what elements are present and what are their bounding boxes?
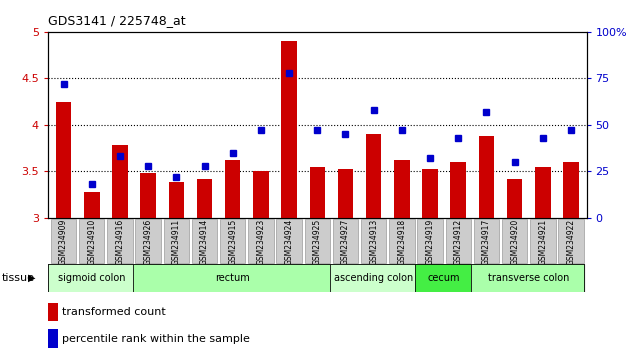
Bar bbox=[253, 171, 269, 218]
Text: GSM234917: GSM234917 bbox=[482, 219, 491, 266]
FancyBboxPatch shape bbox=[415, 264, 471, 292]
FancyBboxPatch shape bbox=[530, 219, 556, 263]
Text: GSM234914: GSM234914 bbox=[200, 219, 209, 266]
Text: GSM234922: GSM234922 bbox=[567, 219, 576, 265]
Bar bbox=[169, 182, 184, 218]
Text: ascending colon: ascending colon bbox=[334, 273, 413, 283]
Text: GSM234909: GSM234909 bbox=[59, 219, 68, 266]
Text: transformed count: transformed count bbox=[62, 307, 166, 317]
FancyBboxPatch shape bbox=[276, 219, 302, 263]
FancyBboxPatch shape bbox=[220, 219, 246, 263]
Bar bbox=[507, 179, 522, 218]
Bar bbox=[48, 303, 58, 321]
Bar bbox=[422, 170, 438, 218]
FancyBboxPatch shape bbox=[474, 219, 499, 263]
Text: transverse colon: transverse colon bbox=[488, 273, 569, 283]
Text: sigmoid colon: sigmoid colon bbox=[58, 273, 126, 283]
FancyBboxPatch shape bbox=[417, 219, 443, 263]
FancyBboxPatch shape bbox=[107, 219, 133, 263]
Text: GSM234910: GSM234910 bbox=[87, 219, 96, 266]
FancyBboxPatch shape bbox=[333, 219, 358, 263]
Text: GSM234926: GSM234926 bbox=[144, 219, 153, 266]
FancyBboxPatch shape bbox=[51, 219, 76, 263]
Bar bbox=[366, 134, 381, 218]
Bar bbox=[310, 167, 325, 218]
Text: GSM234915: GSM234915 bbox=[228, 219, 237, 266]
FancyBboxPatch shape bbox=[135, 219, 161, 263]
Text: GSM234913: GSM234913 bbox=[369, 219, 378, 266]
FancyBboxPatch shape bbox=[304, 219, 330, 263]
Bar bbox=[281, 41, 297, 218]
FancyBboxPatch shape bbox=[361, 219, 387, 263]
Text: ▶: ▶ bbox=[28, 273, 36, 283]
Text: GSM234912: GSM234912 bbox=[454, 219, 463, 265]
Bar bbox=[48, 329, 58, 348]
FancyBboxPatch shape bbox=[502, 219, 528, 263]
Text: GDS3141 / 225748_at: GDS3141 / 225748_at bbox=[48, 14, 186, 27]
FancyBboxPatch shape bbox=[330, 264, 415, 292]
Text: GSM234911: GSM234911 bbox=[172, 219, 181, 265]
Text: cecum: cecum bbox=[428, 273, 460, 283]
FancyBboxPatch shape bbox=[471, 264, 584, 292]
Bar bbox=[535, 167, 551, 218]
Text: tissue: tissue bbox=[1, 273, 34, 283]
FancyBboxPatch shape bbox=[133, 264, 330, 292]
FancyBboxPatch shape bbox=[192, 219, 217, 263]
FancyBboxPatch shape bbox=[48, 264, 133, 292]
FancyBboxPatch shape bbox=[79, 219, 104, 263]
Bar bbox=[140, 173, 156, 218]
Bar bbox=[56, 102, 71, 218]
Text: GSM234920: GSM234920 bbox=[510, 219, 519, 266]
Bar bbox=[563, 162, 579, 218]
Text: GSM234927: GSM234927 bbox=[341, 219, 350, 266]
Bar bbox=[197, 179, 212, 218]
FancyBboxPatch shape bbox=[558, 219, 584, 263]
Text: rectum: rectum bbox=[215, 273, 250, 283]
FancyBboxPatch shape bbox=[389, 219, 415, 263]
Bar bbox=[84, 192, 99, 218]
Text: percentile rank within the sample: percentile rank within the sample bbox=[62, 334, 251, 344]
FancyBboxPatch shape bbox=[445, 219, 471, 263]
Bar bbox=[394, 160, 410, 218]
Bar bbox=[225, 160, 240, 218]
Bar bbox=[338, 170, 353, 218]
FancyBboxPatch shape bbox=[163, 219, 189, 263]
Text: GSM234918: GSM234918 bbox=[397, 219, 406, 265]
Text: GSM234925: GSM234925 bbox=[313, 219, 322, 266]
Text: GSM234916: GSM234916 bbox=[115, 219, 124, 266]
Text: GSM234924: GSM234924 bbox=[285, 219, 294, 266]
Bar bbox=[479, 136, 494, 218]
Bar bbox=[451, 162, 466, 218]
Text: GSM234919: GSM234919 bbox=[426, 219, 435, 266]
Text: GSM234921: GSM234921 bbox=[538, 219, 547, 265]
FancyBboxPatch shape bbox=[248, 219, 274, 263]
Bar bbox=[112, 145, 128, 218]
Text: GSM234923: GSM234923 bbox=[256, 219, 265, 266]
